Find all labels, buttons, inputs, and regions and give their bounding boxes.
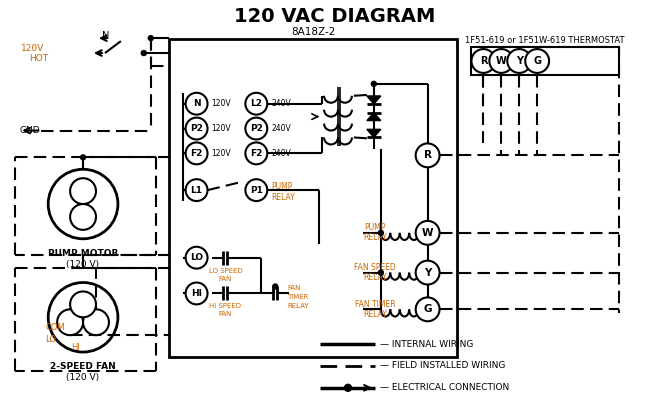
Circle shape [525, 49, 549, 73]
Text: — ELECTRICAL CONNECTION: — ELECTRICAL CONNECTION [380, 383, 509, 392]
Circle shape [148, 36, 153, 41]
Text: COM: COM [45, 323, 65, 332]
Text: 1F51-619 or 1F51W-619 THERMOSTAT: 1F51-619 or 1F51W-619 THERMOSTAT [466, 36, 625, 45]
Text: RELAY: RELAY [363, 310, 387, 319]
Circle shape [415, 297, 440, 321]
Polygon shape [367, 129, 381, 137]
Text: FAN: FAN [287, 285, 301, 292]
Circle shape [344, 384, 352, 391]
Text: F2: F2 [250, 149, 263, 158]
Text: FAN: FAN [219, 276, 232, 282]
Circle shape [472, 49, 495, 73]
Text: W: W [422, 228, 433, 238]
Text: 120V: 120V [212, 124, 231, 133]
Circle shape [186, 142, 208, 164]
Circle shape [70, 204, 96, 230]
Text: P2: P2 [190, 124, 203, 133]
Circle shape [489, 49, 513, 73]
Text: R: R [423, 150, 431, 160]
Text: 8A18Z-2: 8A18Z-2 [291, 27, 335, 37]
Text: P1: P1 [250, 186, 263, 195]
Text: L2: L2 [251, 99, 263, 108]
Text: N: N [193, 99, 200, 108]
Circle shape [415, 261, 440, 285]
Text: LO SPEED: LO SPEED [208, 268, 243, 274]
Circle shape [415, 221, 440, 245]
Text: G: G [423, 304, 432, 314]
Text: PUMP: PUMP [271, 182, 293, 191]
Text: (120 V): (120 V) [66, 260, 100, 269]
Text: G: G [533, 56, 541, 66]
Text: 120V: 120V [212, 149, 231, 158]
Text: Y: Y [516, 56, 523, 66]
Circle shape [371, 81, 377, 86]
Circle shape [245, 93, 267, 115]
Circle shape [186, 93, 208, 115]
Text: PUMP: PUMP [364, 223, 385, 233]
Circle shape [70, 178, 96, 204]
Circle shape [186, 118, 208, 140]
Circle shape [48, 282, 118, 352]
Text: — INTERNAL WIRING: — INTERNAL WIRING [380, 340, 473, 349]
Circle shape [415, 143, 440, 167]
Circle shape [186, 282, 208, 304]
Text: TIMER: TIMER [287, 295, 309, 300]
Text: RELAY: RELAY [363, 233, 387, 242]
Circle shape [507, 49, 531, 73]
Text: 120V: 120V [21, 44, 45, 52]
Circle shape [83, 309, 109, 335]
Circle shape [48, 169, 118, 239]
Circle shape [379, 270, 383, 275]
FancyBboxPatch shape [472, 47, 619, 75]
Text: Y: Y [424, 268, 431, 277]
Circle shape [186, 179, 208, 201]
Text: 240V: 240V [271, 124, 291, 133]
Text: 2-SPEED FAN: 2-SPEED FAN [50, 362, 116, 372]
Circle shape [273, 284, 278, 289]
Text: W: W [496, 56, 507, 66]
Circle shape [245, 179, 267, 201]
Text: RELAY: RELAY [271, 193, 295, 202]
Text: 240V: 240V [271, 99, 291, 108]
Text: 240V: 240V [271, 149, 291, 158]
Circle shape [245, 142, 267, 164]
Text: FAN: FAN [219, 311, 232, 317]
Text: R: R [480, 56, 487, 66]
Text: LO: LO [45, 335, 56, 344]
Text: HI: HI [191, 289, 202, 298]
Circle shape [80, 155, 86, 160]
Text: LO: LO [190, 253, 203, 262]
Circle shape [186, 247, 208, 269]
Text: HOT: HOT [29, 54, 48, 62]
Text: 120 VAC DIAGRAM: 120 VAC DIAGRAM [234, 7, 436, 26]
Text: L1: L1 [190, 186, 202, 195]
Circle shape [245, 118, 267, 140]
Text: P2: P2 [250, 124, 263, 133]
Text: HI SPEED: HI SPEED [210, 303, 241, 309]
Text: GND: GND [19, 126, 40, 135]
Text: — FIELD INSTALLED WIRING: — FIELD INSTALLED WIRING [380, 362, 505, 370]
Circle shape [70, 292, 96, 317]
Text: F2: F2 [190, 149, 203, 158]
Circle shape [141, 51, 146, 56]
Text: RELAY: RELAY [363, 273, 387, 282]
Circle shape [57, 309, 83, 335]
Text: HI: HI [71, 343, 80, 352]
Text: N: N [102, 31, 109, 41]
Text: 120V: 120V [212, 99, 231, 108]
Text: (120 V): (120 V) [66, 373, 100, 383]
Text: FAN SPEED: FAN SPEED [354, 263, 396, 272]
Text: FAN TIMER: FAN TIMER [354, 300, 395, 309]
Polygon shape [367, 113, 381, 121]
Polygon shape [367, 96, 381, 104]
Text: RELAY: RELAY [287, 303, 309, 309]
Text: PUMP MOTOR: PUMP MOTOR [48, 249, 118, 258]
FancyBboxPatch shape [169, 39, 458, 357]
Circle shape [379, 230, 383, 235]
